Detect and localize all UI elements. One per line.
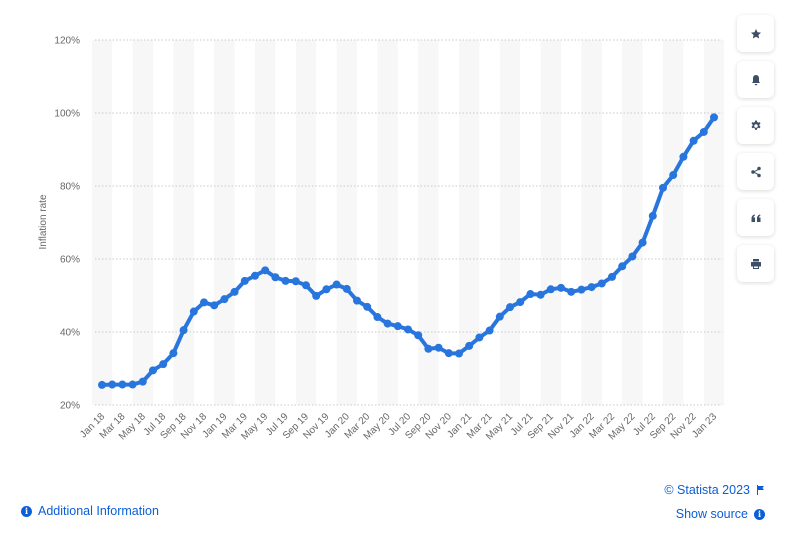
data-point[interactable] — [710, 113, 718, 122]
data-point[interactable] — [230, 287, 239, 296]
share-button[interactable] — [737, 153, 774, 190]
data-point[interactable] — [618, 262, 627, 271]
data-point[interactable] — [587, 283, 596, 292]
data-point[interactable] — [200, 298, 208, 307]
data-point[interactable] — [373, 313, 382, 322]
svg-text:80%: 80% — [60, 182, 80, 193]
data-point[interactable] — [577, 285, 586, 294]
data-point[interactable] — [404, 325, 412, 334]
data-point[interactable] — [659, 183, 667, 192]
data-point[interactable] — [557, 283, 565, 292]
gridlines — [95, 39, 722, 406]
data-point[interactable] — [679, 152, 688, 161]
line-chart: 20% 40% 60% 80% 100% 120% Inflation rate Jan … — [38, 35, 725, 443]
data-point[interactable] — [455, 349, 463, 358]
favorite-button[interactable] — [737, 15, 774, 52]
data-point[interactable] — [189, 307, 198, 316]
data-point[interactable] — [495, 312, 504, 321]
data-point[interactable] — [128, 380, 137, 389]
data-point[interactable] — [291, 277, 300, 286]
bell-icon — [751, 74, 760, 85]
data-point[interactable] — [434, 343, 443, 352]
column-bands — [91, 40, 725, 405]
data-point[interactable] — [353, 296, 361, 305]
data-point[interactable] — [251, 271, 259, 280]
data-points[interactable] — [98, 113, 718, 389]
data-point[interactable] — [179, 326, 188, 335]
svg-text:40%: 40% — [60, 328, 80, 339]
svg-text:60%: 60% — [60, 255, 80, 266]
additional-information-label: Additional Information — [38, 504, 159, 518]
data-point[interactable] — [322, 285, 331, 294]
data-point[interactable] — [220, 295, 229, 304]
data-point[interactable] — [567, 287, 576, 296]
data-point[interactable] — [363, 302, 372, 311]
data-point[interactable] — [465, 341, 474, 350]
data-point[interactable] — [424, 344, 433, 353]
data-point[interactable] — [138, 377, 147, 386]
share-icon — [750, 166, 761, 177]
data-point[interactable] — [108, 380, 117, 389]
flag-icon — [757, 485, 764, 495]
data-point[interactable] — [281, 276, 290, 285]
data-point[interactable] — [475, 333, 484, 342]
data-point[interactable] — [669, 171, 678, 180]
notifications-button[interactable] — [737, 61, 774, 98]
data-point[interactable] — [240, 276, 249, 285]
svg-text:100%: 100% — [54, 109, 80, 120]
data-point[interactable] — [169, 349, 178, 358]
data-point[interactable] — [699, 127, 708, 136]
settings-button[interactable] — [737, 107, 774, 144]
data-point[interactable] — [159, 360, 168, 369]
statista-copyright-link[interactable]: © Statista 2023 — [664, 483, 765, 497]
svg-text:120%: 120% — [54, 36, 80, 47]
quote-icon — [751, 214, 760, 222]
data-point[interactable] — [506, 303, 514, 312]
y-axis-label: Inflation rate — [38, 194, 49, 249]
data-point[interactable] — [444, 349, 453, 358]
additional-information-link[interactable]: i Additional Information — [21, 504, 159, 518]
print-icon — [750, 258, 761, 269]
show-source-label: Show source — [675, 507, 748, 521]
star-icon — [750, 28, 761, 39]
info-icon: i — [21, 505, 32, 517]
data-point[interactable] — [414, 331, 423, 340]
data-point[interactable] — [149, 366, 157, 375]
data-point[interactable] — [98, 380, 106, 389]
data-point[interactable] — [546, 285, 555, 294]
data-point[interactable] — [536, 290, 545, 299]
cite-button[interactable] — [737, 199, 774, 236]
data-point[interactable] — [526, 290, 535, 299]
data-point[interactable] — [342, 284, 351, 293]
data-point[interactable] — [485, 326, 494, 335]
gear-icon — [751, 120, 760, 130]
data-point[interactable] — [648, 211, 657, 220]
info-icon: i — [754, 508, 765, 520]
data-point[interactable] — [332, 280, 341, 289]
data-point[interactable] — [608, 272, 616, 281]
data-point[interactable] — [118, 380, 127, 389]
data-point[interactable] — [393, 322, 402, 331]
data-point[interactable] — [516, 298, 525, 307]
data-point[interactable] — [597, 279, 606, 288]
data-point[interactable] — [628, 252, 637, 261]
data-point[interactable] — [312, 291, 321, 300]
svg-text:20%: 20% — [60, 401, 80, 412]
show-source-link[interactable]: Show source i — [676, 507, 765, 521]
data-point[interactable] — [383, 319, 392, 328]
data-point[interactable] — [261, 266, 270, 275]
copyright-label: © Statista 2023 — [664, 483, 750, 497]
y-axis-ticks: 20% 40% 60% 80% 100% 120% — [54, 36, 80, 412]
data-point[interactable] — [210, 301, 219, 310]
data-point[interactable] — [302, 281, 310, 290]
data-point[interactable] — [638, 238, 647, 247]
data-point[interactable] — [689, 136, 698, 145]
print-button[interactable] — [737, 245, 774, 282]
data-point[interactable] — [271, 273, 280, 282]
